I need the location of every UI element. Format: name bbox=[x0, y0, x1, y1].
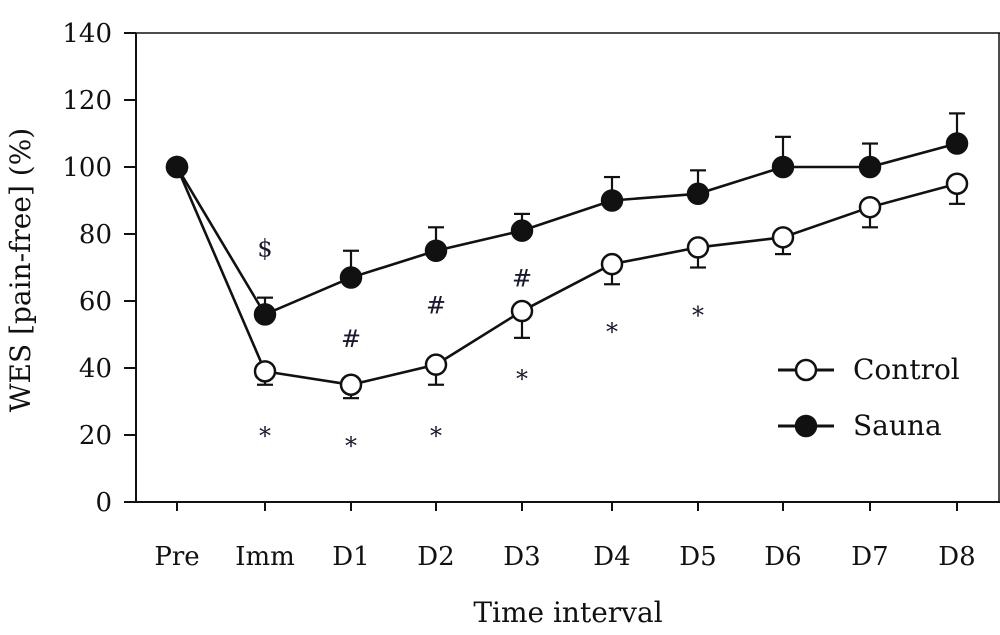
x-tick-label: D7 bbox=[851, 542, 888, 572]
data-point bbox=[858, 155, 882, 179]
data-point bbox=[945, 172, 969, 195]
x-axis-title: Time interval bbox=[473, 596, 662, 629]
y-tick-label: 40 bbox=[79, 354, 112, 384]
y-tick-label: 100 bbox=[62, 153, 112, 183]
significance-marker: # bbox=[426, 291, 446, 319]
y-tick-label: 80 bbox=[79, 220, 112, 250]
data-point bbox=[771, 155, 795, 179]
series-line bbox=[175, 142, 958, 317]
x-tick-label: D5 bbox=[679, 542, 716, 572]
y-axis-title: WES [pain-free] (%) bbox=[4, 128, 37, 412]
x-tick-label: D6 bbox=[764, 542, 801, 572]
data-point bbox=[600, 189, 624, 212]
data-point bbox=[424, 353, 448, 376]
data-point bbox=[253, 360, 277, 383]
significance-marker: * bbox=[606, 318, 618, 346]
significance-marker: * bbox=[516, 365, 528, 393]
y-tick-label: 60 bbox=[79, 287, 112, 317]
significance-marker: * bbox=[692, 301, 704, 329]
significance-marker: * bbox=[430, 422, 442, 450]
data-point bbox=[510, 299, 534, 323]
data-point bbox=[424, 239, 448, 262]
data-point bbox=[686, 182, 710, 206]
series-layer bbox=[165, 112, 969, 400]
y-tick-label: 120 bbox=[62, 86, 112, 116]
data-point bbox=[771, 226, 795, 249]
x-tick-label: Pre bbox=[154, 542, 199, 572]
series-line bbox=[175, 166, 958, 387]
y-tick-label: 0 bbox=[95, 488, 112, 518]
x-tick-label: Imm bbox=[235, 542, 295, 572]
data-point bbox=[945, 132, 969, 155]
data-point bbox=[686, 236, 710, 259]
series-sauna bbox=[165, 112, 969, 326]
data-point bbox=[253, 303, 277, 326]
annotation-layer: $ # # # * * * * * * bbox=[257, 234, 704, 460]
significance-marker: $ bbox=[257, 234, 272, 262]
x-axis: Pre Imm D1 D2 D3 D4 D5 D6 D7 D8 bbox=[136, 501, 1000, 572]
x-tick-label: D4 bbox=[593, 542, 630, 572]
x-tick-label: D2 bbox=[417, 542, 454, 572]
data-point bbox=[165, 155, 189, 179]
plot-frame bbox=[136, 32, 1000, 502]
x-tick-label: D1 bbox=[332, 542, 369, 572]
significance-marker: # bbox=[512, 265, 532, 293]
legend-control-label: Control bbox=[853, 353, 960, 386]
legend: Control Sauna bbox=[778, 353, 960, 442]
x-tick-label: D3 bbox=[503, 542, 540, 572]
data-point bbox=[339, 266, 363, 289]
significance-marker: * bbox=[345, 432, 357, 460]
x-tick-label: D8 bbox=[938, 542, 975, 572]
data-point bbox=[600, 252, 624, 276]
data-point bbox=[339, 373, 363, 396]
significance-marker: # bbox=[341, 325, 361, 353]
y-tick-label: 20 bbox=[79, 421, 112, 451]
legend-sauna-marker bbox=[794, 414, 818, 438]
data-point bbox=[858, 195, 882, 219]
data-point bbox=[510, 219, 534, 242]
significance-marker: * bbox=[259, 422, 271, 450]
y-axis: 0 20 40 60 80 100 120 140 bbox=[62, 19, 137, 518]
series-control bbox=[165, 155, 969, 400]
y-tick-label: 140 bbox=[62, 19, 112, 49]
legend-sauna-label: Sauna bbox=[853, 409, 942, 442]
legend-control-marker bbox=[794, 358, 818, 382]
